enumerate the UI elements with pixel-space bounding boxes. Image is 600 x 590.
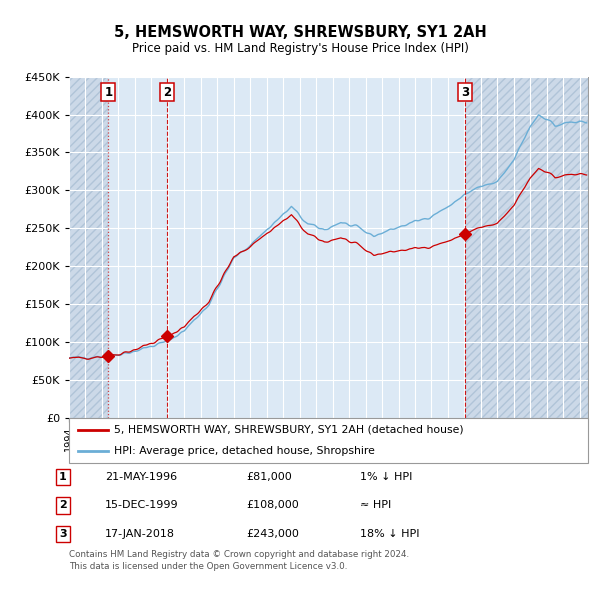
Text: 18% ↓ HPI: 18% ↓ HPI bbox=[360, 529, 419, 539]
Text: 2: 2 bbox=[59, 500, 67, 510]
Text: 3: 3 bbox=[461, 86, 469, 99]
Text: £243,000: £243,000 bbox=[246, 529, 299, 539]
Text: 5, HEMSWORTH WAY, SHREWSBURY, SY1 2AH: 5, HEMSWORTH WAY, SHREWSBURY, SY1 2AH bbox=[113, 25, 487, 40]
Text: 3: 3 bbox=[59, 529, 67, 539]
Text: Contains HM Land Registry data © Crown copyright and database right 2024.
This d: Contains HM Land Registry data © Crown c… bbox=[69, 550, 409, 571]
Text: 2: 2 bbox=[163, 86, 171, 99]
Text: ≈ HPI: ≈ HPI bbox=[360, 500, 391, 510]
Text: £108,000: £108,000 bbox=[246, 500, 299, 510]
Text: 17-JAN-2018: 17-JAN-2018 bbox=[105, 529, 175, 539]
Text: 1: 1 bbox=[59, 472, 67, 482]
Text: 1% ↓ HPI: 1% ↓ HPI bbox=[360, 472, 412, 482]
Bar bbox=[167, 77, 465, 418]
Bar bbox=[465, 77, 588, 418]
Text: 21-MAY-1996: 21-MAY-1996 bbox=[105, 472, 177, 482]
Bar bbox=[69, 77, 109, 418]
Text: 15-DEC-1999: 15-DEC-1999 bbox=[105, 500, 179, 510]
Text: £81,000: £81,000 bbox=[246, 472, 292, 482]
Text: HPI: Average price, detached house, Shropshire: HPI: Average price, detached house, Shro… bbox=[114, 445, 375, 455]
Text: 5, HEMSWORTH WAY, SHREWSBURY, SY1 2AH (detached house): 5, HEMSWORTH WAY, SHREWSBURY, SY1 2AH (d… bbox=[114, 425, 464, 435]
Bar bbox=[465, 77, 588, 418]
Text: 1: 1 bbox=[104, 86, 112, 99]
Bar bbox=[69, 77, 109, 418]
Bar bbox=[109, 77, 167, 418]
Text: Price paid vs. HM Land Registry's House Price Index (HPI): Price paid vs. HM Land Registry's House … bbox=[131, 42, 469, 55]
